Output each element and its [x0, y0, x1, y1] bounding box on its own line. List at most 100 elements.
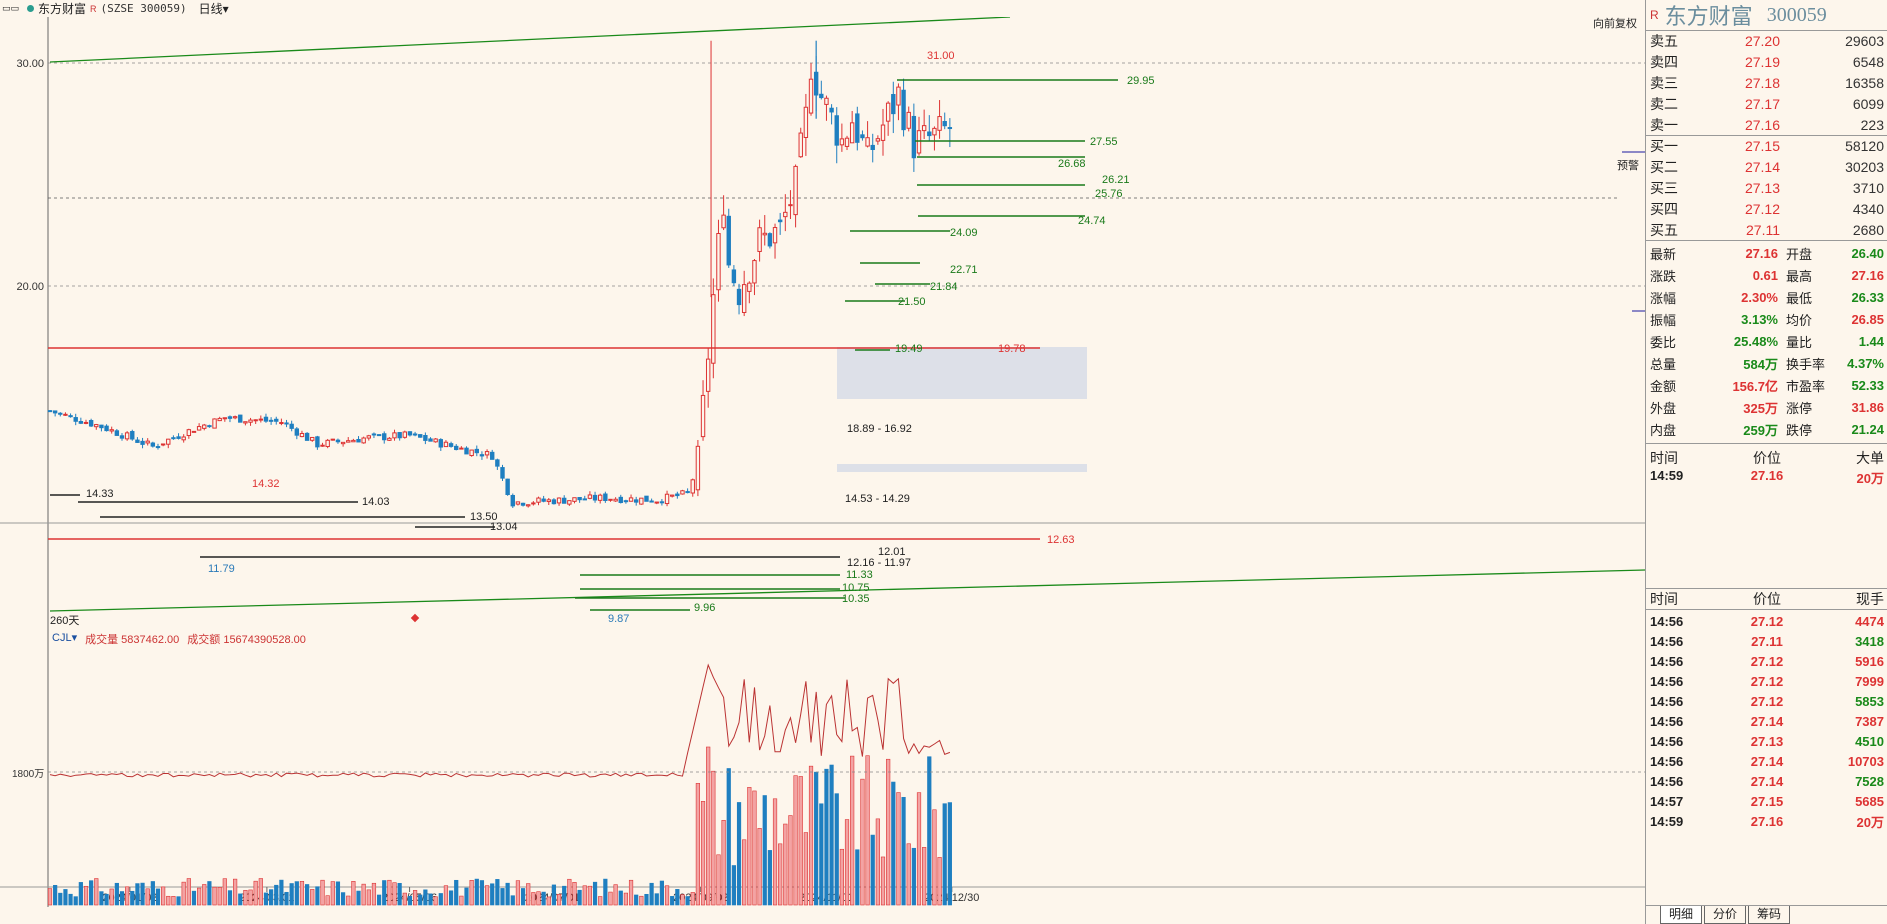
chevron-down-icon: ▾ — [71, 632, 78, 644]
stat-label: 涨跌 — [1650, 269, 1677, 285]
tick-row[interactable]: 14:56 27.12 4474 — [1646, 612, 1887, 632]
volume-bar — [382, 880, 387, 906]
ask-row[interactable]: 卖四 27.19 6548 — [1646, 52, 1887, 73]
y-tick-label: 30.00 — [16, 58, 44, 70]
stat-row: 总量 584万 换手率 4.37% — [1646, 353, 1887, 375]
candle-body — [885, 102, 891, 122]
tick-row[interactable]: 14:59 27.16 20万 — [1646, 812, 1887, 832]
bid-row[interactable]: 买三 27.13 3710 — [1646, 178, 1887, 199]
candle-body — [299, 432, 305, 438]
tick-volume: 7387 — [1855, 714, 1884, 730]
candle-body — [901, 89, 906, 131]
price-annotation: 18.89 - 16.92 — [847, 423, 912, 435]
price-annotation: 14.32 — [252, 478, 280, 490]
stock-name[interactable]: 东方财富 — [38, 2, 87, 16]
candle-body — [63, 413, 68, 416]
level-label: 卖三 — [1650, 74, 1678, 91]
stats-list: 最新 27.16 开盘 26.40 涨跌 0.61 最高 27.16 涨幅 2.30% 最低 26.3… — [1646, 241, 1887, 444]
ask-row[interactable]: 卖一 27.16 223 — [1646, 114, 1887, 135]
tick-time: 14:56 — [1650, 674, 1684, 690]
stat-label: 金额 — [1650, 379, 1677, 395]
tick-row[interactable]: 14:56 27.12 5916 — [1646, 652, 1887, 672]
bid-row[interactable]: 买四 27.12 4340 — [1646, 198, 1887, 219]
candle-body — [526, 504, 531, 507]
chart-title-bar: ▭▭ 东方财富 R (SZSE 300059) 日线▾ — [0, 0, 1645, 17]
bid-row[interactable]: 买二 27.14 30203 — [1646, 157, 1887, 178]
volume-bar — [284, 891, 289, 906]
candle-body — [294, 428, 300, 436]
candle-body — [227, 416, 233, 419]
bid-row[interactable]: 买五 27.11 2680 — [1646, 219, 1887, 240]
volume-bar — [83, 885, 89, 906]
candle-body — [448, 443, 454, 447]
candle-body — [695, 445, 701, 491]
volume-bar — [901, 797, 906, 906]
volume-bar — [757, 828, 762, 906]
tick-time: 14:56 — [1650, 774, 1684, 790]
ask-row[interactable]: 卖二 27.17 6099 — [1646, 93, 1887, 114]
level-price: 27.16 — [1744, 116, 1780, 133]
candle-body — [567, 500, 572, 505]
volume-bar — [263, 892, 269, 906]
rights-badge: R — [1650, 8, 1659, 22]
volume-bar — [459, 895, 464, 906]
big-time: 14:59 — [1650, 467, 1684, 483]
bid-row[interactable]: 买一 27.15 58120 — [1646, 136, 1887, 157]
candle-body — [243, 421, 248, 424]
volume-bar — [402, 892, 407, 906]
tab-1[interactable]: 分价 — [1704, 906, 1747, 924]
tick-row[interactable]: 14:56 27.14 10703 — [1646, 752, 1887, 772]
volume-legend: CJL▾ 成交量 5837462.00 成交额 15674390528.00 — [52, 631, 306, 647]
period-select[interactable]: 日线▾ — [199, 0, 229, 17]
candle-body — [83, 421, 89, 424]
stat-label: 内盘 — [1650, 423, 1677, 439]
candle-body — [217, 417, 222, 422]
volume-bar — [659, 880, 665, 906]
candle-body — [150, 442, 156, 447]
candle-body — [207, 425, 212, 428]
indicator-select[interactable]: CJL▾ — [52, 631, 77, 647]
volume-bar — [911, 847, 916, 906]
stat-label: 跌停 — [1786, 423, 1813, 439]
volume-bar — [125, 886, 130, 906]
candle-body — [346, 440, 351, 443]
candle-body — [654, 501, 659, 504]
tick-row[interactable]: 14:56 27.12 5853 — [1646, 692, 1887, 712]
tick-header: 时间 价位 现手 — [1646, 589, 1887, 610]
menu-icon[interactable]: ▭▭ — [2, 3, 20, 13]
tick-list[interactable]: 14:56 27.12 4474 14:56 27.11 3418 14:56 27.12 59… — [1646, 610, 1887, 832]
candle-body — [808, 78, 814, 114]
tick-row[interactable]: 14:56 27.14 7528 — [1646, 772, 1887, 792]
big-order-row[interactable]: 14:59 27.16 20万 — [1646, 468, 1887, 589]
tab-0[interactable]: 明细 — [1660, 906, 1703, 924]
candle-body — [562, 497, 567, 504]
volume-bar — [335, 881, 341, 906]
candle-body — [376, 434, 382, 437]
candle-body — [788, 204, 793, 207]
level-price: 27.18 — [1744, 74, 1780, 91]
tick-row[interactable]: 14:57 27.15 5685 — [1646, 792, 1887, 812]
price-annotation: 21.50 — [898, 296, 926, 308]
ask-row[interactable]: 卖三 27.18 16358 — [1646, 73, 1887, 94]
level-volume: 3710 — [1852, 179, 1884, 196]
volume-bar — [330, 881, 335, 906]
tab-2[interactable]: 筹码 — [1748, 906, 1791, 924]
candle-body — [114, 430, 120, 436]
tick-row[interactable]: 14:56 27.11 3418 — [1646, 632, 1887, 652]
ask-row[interactable]: 卖五 27.20 29603 — [1646, 31, 1887, 52]
fq-label[interactable]: 向前复权 — [1591, 15, 1639, 31]
tick-row[interactable]: 14:56 27.13 4510 — [1646, 732, 1887, 752]
tick-volume: 3418 — [1855, 634, 1884, 650]
warn-label[interactable]: 预警 — [1617, 160, 1639, 172]
status-dot-icon — [27, 5, 35, 12]
tick-row[interactable]: 14:56 27.12 7999 — [1646, 672, 1887, 692]
tick-row[interactable]: 14:56 27.14 7387 — [1646, 712, 1887, 732]
volume-bar — [130, 890, 135, 906]
kline-svg[interactable]: 30.00 20.00 31.00 29.95 27.55 26.68 26.21 25.76… — [0, 17, 1645, 907]
volume-bar — [556, 893, 562, 906]
candle-body — [202, 424, 207, 429]
candle-body — [356, 438, 361, 443]
volume-bar — [166, 895, 171, 906]
volume-bar — [99, 891, 104, 906]
kline-chart[interactable]: 30.00 20.00 31.00 29.95 27.55 26.68 26.21 25.76… — [0, 15, 1645, 907]
